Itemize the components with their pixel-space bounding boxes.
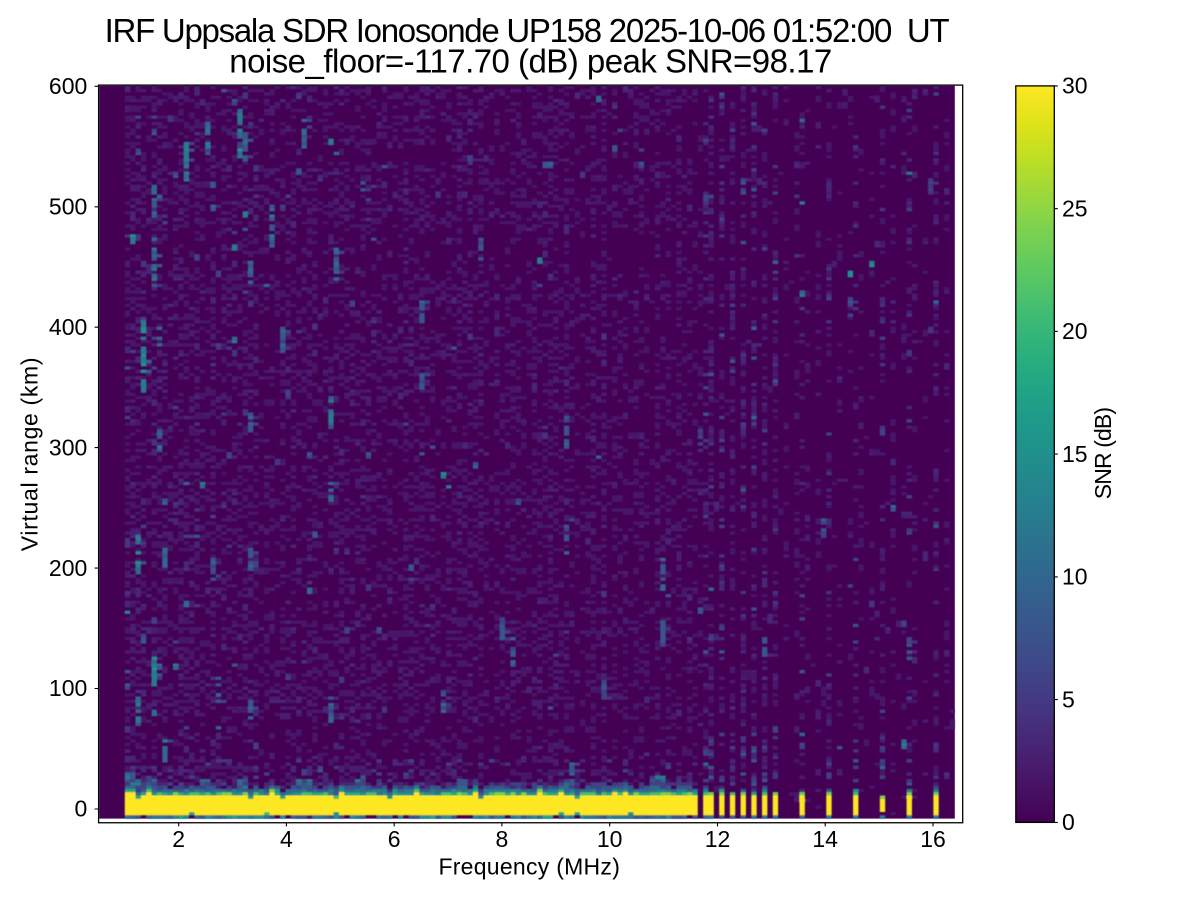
svg-text:12: 12 (705, 826, 731, 852)
svg-text:10: 10 (597, 826, 623, 852)
svg-text:100: 100 (49, 675, 87, 701)
svg-text:noise_floor=-117.70 (dB) peak: noise_floor=-117.70 (dB) peak SNR=98.17 (229, 42, 831, 79)
svg-text:16: 16 (920, 826, 946, 852)
svg-text:15: 15 (1062, 441, 1088, 467)
svg-text:0: 0 (1062, 809, 1075, 835)
svg-text:30: 30 (1062, 73, 1088, 99)
svg-text:2: 2 (172, 826, 185, 852)
svg-text:10: 10 (1062, 564, 1088, 590)
svg-text:5: 5 (1062, 686, 1075, 712)
svg-text:0: 0 (75, 796, 88, 822)
svg-text:20: 20 (1062, 318, 1088, 344)
svg-text:400: 400 (49, 314, 87, 340)
svg-text:200: 200 (49, 555, 87, 581)
svg-text:Frequency (MHz): Frequency (MHz) (438, 854, 620, 880)
svg-text:IRF Uppsala SDR Ionosonde UP15: IRF Uppsala SDR Ionosonde UP158 2025-10-… (105, 12, 950, 49)
svg-text:300: 300 (49, 434, 87, 460)
svg-text:4: 4 (280, 826, 293, 852)
svg-text:SNR (dB): SNR (dB) (1090, 408, 1116, 500)
svg-text:25: 25 (1062, 195, 1088, 221)
svg-text:6: 6 (388, 826, 401, 852)
svg-text:600: 600 (49, 73, 87, 99)
svg-text:14: 14 (812, 826, 838, 852)
svg-text:8: 8 (496, 826, 509, 852)
svg-text:Virtual range (km): Virtual range (km) (17, 357, 43, 551)
svg-text:500: 500 (49, 193, 87, 219)
